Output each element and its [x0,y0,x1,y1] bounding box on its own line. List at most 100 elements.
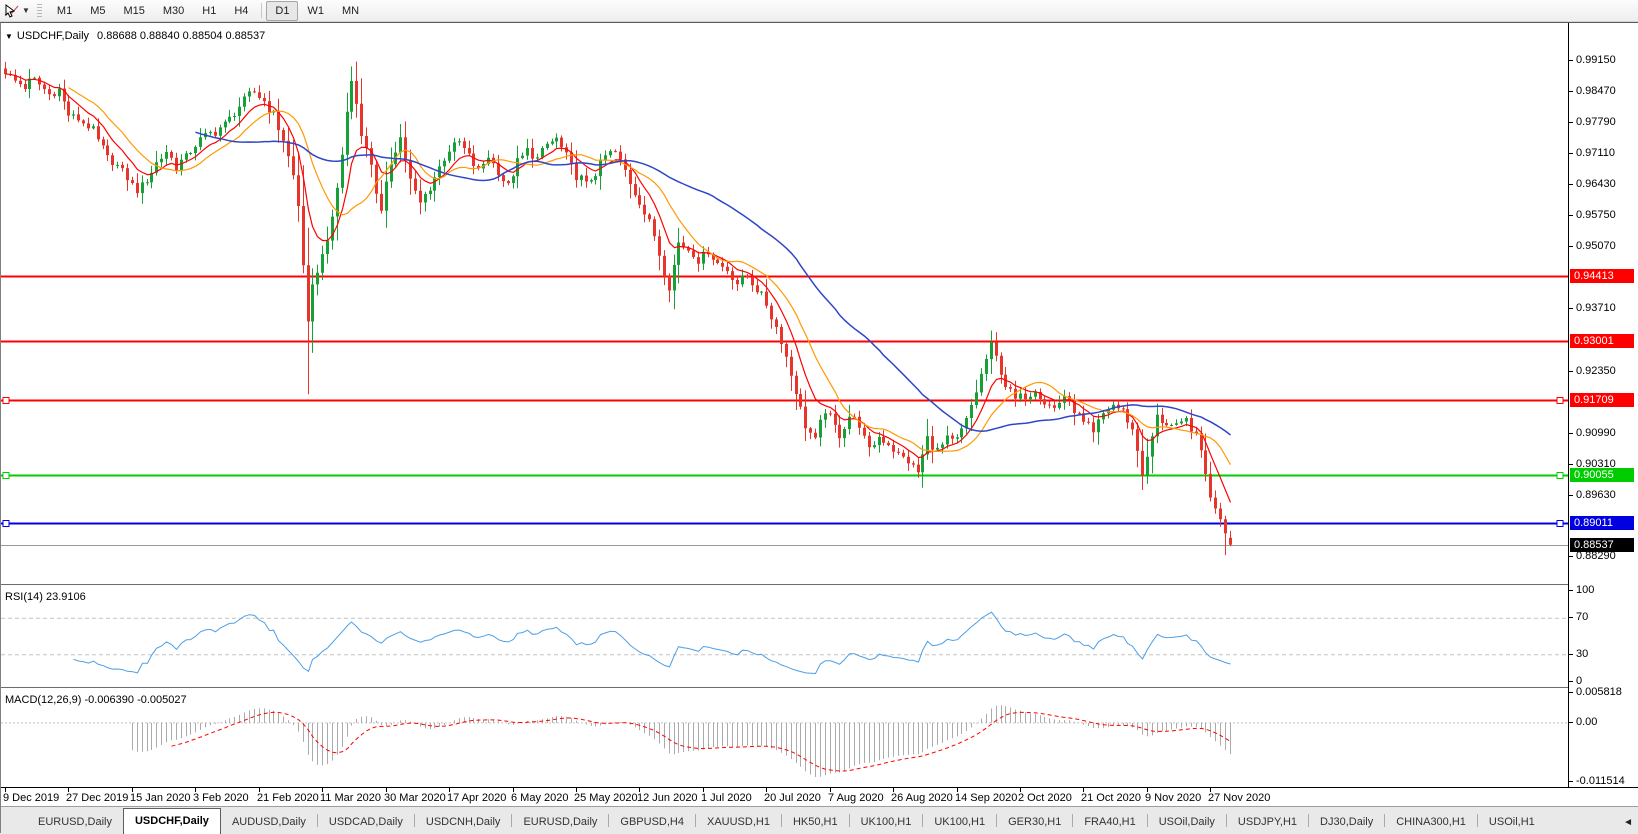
axis-tick [1569,556,1573,557]
timeframe-toolbar: ▼ M1 M5 M15 M30 H1 H4 D1 W1 MN [0,0,1638,22]
date-tick [68,788,69,792]
chart-tab-usdchf-daily-1[interactable]: USDCHF,Daily [122,808,221,834]
date-label-15: 14 Sep 2020 [955,792,1018,804]
timeframe-button-d1[interactable]: D1 [266,0,299,21]
axis-tick [1569,246,1573,247]
axis-tick [1569,308,1573,309]
timeframe-button-h1[interactable]: H1 [202,4,217,17]
tab-scroll-left-icon[interactable]: ◄ [1623,817,1633,828]
axis-tick [1569,91,1573,92]
timeframe-button-h4[interactable]: H4 [234,4,249,17]
date-label-18: 9 Nov 2020 [1145,792,1202,804]
chevron-down-icon[interactable]: ▼ [22,6,30,15]
price-tick-0.99150: 0.99150 [1576,54,1616,66]
price-pane[interactable]: ▼ USDCHF,Daily 0.88688 0.88840 0.88504 0.8… [1,23,1568,584]
rsi-tick-0: 0 [1576,675,1583,687]
tab-separator [780,814,782,827]
date-label-1: 27 Dec 2019 [66,792,129,804]
hline-handle[interactable] [2,472,10,479]
hline-price-label-0.89011[interactable]: 0.89011 [1570,516,1634,530]
date-label-14: 26 Aug 2020 [891,792,953,804]
chart-tab-usdcad-daily-3[interactable]: USDCAD,Daily [328,816,403,828]
chart-tab-fra40-h1-12[interactable]: FRA40,H1 [1084,816,1136,828]
macd-histogram [132,705,1231,777]
date-label-4: 21 Feb 2020 [257,792,319,804]
chart-tab-xauusd-h1-7[interactable]: XAUUSD,H1 [706,816,770,828]
timeframe-button-w1[interactable]: W1 [307,4,324,17]
chart-tab-usdcnh-daily-4[interactable]: USDCNH,Daily [425,816,501,828]
timeframe-button-mn[interactable]: MN [341,4,360,17]
date-label-3: 3 Feb 2020 [193,792,249,804]
date-label-0: 9 Dec 2019 [3,792,60,804]
chart-tab-usdjpy-h1-14[interactable]: USDJPY,H1 [1237,816,1298,828]
date-label-11: 1 Jul 2020 [701,792,752,804]
date-tick [259,788,260,792]
price-tick-0.93710: 0.93710 [1576,302,1616,314]
hline-handle[interactable] [2,520,10,527]
macd-tick-0.005818: 0.005818 [1576,686,1622,698]
chart-tab-uk100-h1-10[interactable]: UK100,H1 [934,816,986,828]
date-tick [513,788,514,792]
tab-separator [694,814,696,827]
tab-separator [413,814,415,827]
tab-separator [1225,814,1227,827]
timeframe-button-m1[interactable]: M1 [56,4,73,17]
date-tick [386,788,387,792]
hline-price-label-0.90055[interactable]: 0.90055 [1570,468,1634,482]
tab-separator [511,814,513,827]
hline-handle[interactable] [1556,397,1564,404]
chart-tab-china300-h1-16[interactable]: CHINA300,H1 [1396,816,1466,828]
date-label-10: 12 Jun 2020 [637,792,698,804]
chart-tab-uk100-h1-9[interactable]: UK100,H1 [860,816,912,828]
date-tick [449,788,450,792]
timeframe-button-m15[interactable]: M15 [123,4,145,17]
macd-pane[interactable]: MACD(12,26,9) -0.006390 -0.005027 [1,687,1568,787]
axis-tick [1569,617,1573,618]
date-tick [195,788,196,792]
chart-tab-eurusd-daily-0[interactable]: EURUSD,Daily [38,816,112,828]
date-label-7: 17 Apr 2020 [447,792,507,804]
ma-slow-line [195,131,1231,436]
cursor-chart-icon[interactable] [3,3,21,19]
chart-tab-eurusd-daily-5[interactable]: EURUSD,Daily [523,816,598,828]
date-tick [1147,788,1148,792]
chart-tab-gbpusd-h4-6[interactable]: GBPUSD,H4 [620,816,684,828]
toolbar-grip[interactable] [36,3,42,18]
axis-tick [1569,60,1573,61]
hline-price-label-0.93001[interactable]: 0.93001 [1570,334,1634,348]
chart-tab-audusd-daily-2[interactable]: AUDUSD,Daily [231,816,306,828]
price-tick-0.92350: 0.92350 [1576,365,1616,377]
timeframe-button-m30[interactable]: M30 [162,4,185,17]
chart-tab-usoil-h1-17[interactable]: USOil,H1 [1488,816,1535,828]
date-tick [703,788,704,792]
hline-handle[interactable] [2,397,10,404]
hline-price-label-0.91709[interactable]: 0.91709 [1570,393,1634,407]
chart-tab-hk50-h1-8[interactable]: HK50,H1 [792,816,838,828]
rsi-tick-70: 70 [1576,611,1589,623]
date-tick [576,788,577,792]
timeframe-button-m5[interactable]: M5 [90,4,106,17]
down-candle-bodies [4,68,1232,545]
chart-tab-dj30-daily-15[interactable]: DJ30,Daily [1320,816,1374,828]
chart-tab-ger30-h1-11[interactable]: GER30,H1 [1008,816,1062,828]
price-tick-0.98470: 0.98470 [1576,85,1616,97]
axis-tick [1569,184,1573,185]
axis-tick [1569,122,1573,123]
rsi-pane[interactable]: RSI(14) 23.9106 [1,584,1568,687]
axis-tick [1569,692,1573,693]
symbol-timeframe-label: USDCHF,Daily [16,30,90,42]
price-axis[interactable]: 0.99150 0.98470 0.97790 0.97110 0.96430 0.957… [1568,23,1638,787]
tab-separator [1476,814,1478,827]
axis-tick [1569,681,1573,682]
triangle-down-icon[interactable]: ▼ [5,32,13,41]
date-label-8: 6 May 2020 [511,792,569,804]
hline-handle[interactable] [1556,472,1564,479]
hline-handle[interactable] [1556,520,1564,527]
macd-tick--0.011514: -0.011514 [1576,775,1625,787]
chart-tab-usoil-daily-13[interactable]: USOil,Daily [1158,816,1215,828]
date-axis[interactable]: 9 Dec 2019 27 Dec 2019 15 Jan 2020 3 Feb 20… [1,787,1638,806]
date-tick [1020,788,1021,792]
hline-price-label-0.94413[interactable]: 0.94413 [1570,269,1634,283]
axis-tick [1569,495,1573,496]
axis-tick [1569,433,1573,434]
